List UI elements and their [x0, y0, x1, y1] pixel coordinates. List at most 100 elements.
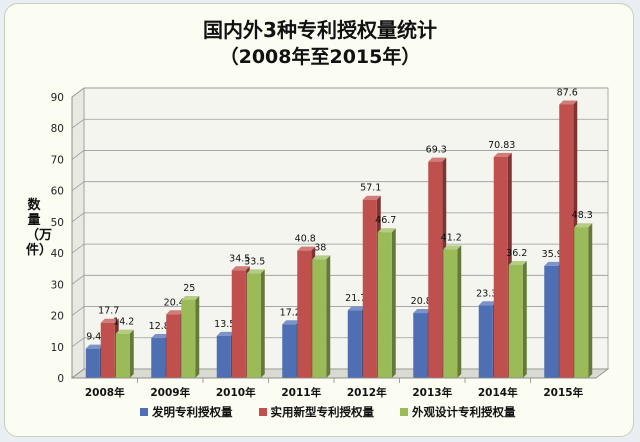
bar-top-0 — [216, 331, 235, 336]
x-tick-label: 2008年 — [85, 386, 125, 399]
bar-top-0 — [282, 320, 301, 325]
data-label: 35.9 — [542, 249, 563, 260]
bar-top-2 — [574, 223, 593, 228]
bar-top-1 — [559, 100, 578, 105]
y-tick-label: 80 — [51, 123, 64, 135]
bar-side-2 — [195, 295, 200, 378]
bar-top-1 — [100, 318, 119, 323]
data-label: 57.1 — [360, 183, 381, 194]
y-tick-label: 30 — [51, 279, 64, 291]
y-tick-label: 40 — [51, 248, 64, 260]
x-tick-label: 2009年 — [150, 386, 190, 399]
bar-0 — [216, 335, 231, 378]
bar-top-1 — [362, 195, 381, 200]
bar-1 — [559, 104, 574, 378]
legend-item-invention: 发明专利授权量 — [140, 404, 233, 420]
bar-1 — [166, 314, 181, 378]
bar-2 — [246, 273, 261, 378]
x-tick-label: 2015年 — [543, 386, 583, 399]
data-label: 21.7 — [345, 293, 366, 304]
bar-top-0 — [151, 334, 170, 339]
y-gridline — [71, 87, 608, 98]
y-tick-label: 50 — [51, 217, 64, 229]
bar-side-2 — [260, 269, 265, 378]
data-label: 46.7 — [375, 215, 396, 226]
data-label: 34.5 — [229, 253, 250, 264]
bar-top-0 — [413, 309, 432, 314]
data-label: 40.8 — [295, 234, 316, 245]
y-tick-label: 70 — [51, 154, 64, 166]
bar-top-2 — [115, 329, 134, 334]
data-label: 20.8 — [411, 296, 432, 307]
bar-1 — [297, 250, 312, 378]
data-label: 36.2 — [506, 248, 527, 259]
bar-2 — [181, 299, 196, 378]
bar-1 — [428, 161, 443, 378]
bar-side-2 — [391, 228, 396, 378]
x-tick-label: 2014年 — [478, 386, 518, 399]
bar-top-1 — [166, 310, 185, 315]
y-tick-label: 10 — [51, 342, 64, 354]
bar-side-2 — [588, 223, 593, 378]
bar-2 — [443, 249, 458, 378]
bar-top-1 — [297, 246, 316, 251]
bar-top-2 — [181, 295, 200, 300]
data-label: 48.3 — [572, 210, 593, 221]
bar-top-2 — [377, 228, 396, 233]
y-tick-label: 60 — [51, 186, 64, 198]
bar-side-2 — [129, 329, 134, 378]
bar-2 — [377, 232, 392, 378]
data-label: 69.3 — [426, 145, 447, 156]
bar-top-1 — [231, 266, 250, 271]
legend-item-design: 外观设计专利授权量 — [400, 404, 516, 420]
data-label: 17.7 — [98, 306, 119, 317]
data-label: 17.2 — [280, 307, 301, 318]
data-label: 38 — [314, 242, 326, 253]
bar-0 — [347, 310, 362, 378]
data-label: 14.2 — [113, 317, 134, 328]
x-tick-label: 2013年 — [412, 386, 452, 399]
data-label: 12.8 — [149, 321, 170, 332]
y-tick-label: 0 — [57, 373, 64, 385]
bar-top-0 — [478, 301, 497, 306]
bar-top-2 — [443, 245, 462, 250]
x-tick-label: 2012年 — [347, 386, 387, 399]
bar-0 — [282, 324, 297, 378]
data-label: 9.4 — [86, 332, 101, 343]
bar-2 — [312, 259, 327, 378]
bar-1 — [231, 270, 246, 378]
bar-side-2 — [326, 255, 331, 378]
bar-top-1 — [493, 152, 512, 157]
bar-1 — [100, 322, 115, 378]
data-label: 87.6 — [557, 87, 578, 98]
bar-top-2 — [312, 255, 331, 260]
legend-swatch-invention — [140, 408, 148, 416]
y-gridline — [71, 150, 608, 160]
legend-item-utility: 实用新型专利授权量 — [258, 404, 374, 420]
bar-side-2 — [457, 245, 462, 378]
bar-top-2 — [508, 260, 527, 265]
legend-label-design: 外观设计专利授权量 — [412, 405, 516, 419]
y-gridline — [71, 118, 608, 129]
data-label: 25 — [183, 283, 195, 294]
bar-side-2 — [522, 260, 527, 378]
bar-top-0 — [544, 261, 563, 266]
bar-top-0 — [85, 344, 104, 349]
x-tick-label: 2010年 — [216, 386, 256, 399]
data-label: 13.5 — [214, 319, 235, 330]
legend: 发明专利授权量 实用新型专利授权量 外观设计专利授权量 — [140, 404, 516, 420]
bar-2 — [115, 333, 130, 378]
bar-top-1 — [428, 157, 447, 162]
chart-title: 国内外3种专利授权量统计 — [203, 18, 437, 42]
data-label: 23.3 — [476, 288, 497, 299]
chart-subtitle: （2008年至2015年） — [219, 46, 421, 68]
data-label: 33.5 — [244, 256, 265, 267]
bar-0 — [478, 305, 493, 378]
bar-2 — [508, 264, 523, 378]
bar-0 — [85, 348, 100, 378]
plot-side-wall — [71, 87, 85, 379]
data-label: 20.4 — [164, 297, 185, 308]
legend-label-invention: 发明专利授权量 — [152, 405, 233, 419]
bar-1 — [362, 199, 377, 378]
